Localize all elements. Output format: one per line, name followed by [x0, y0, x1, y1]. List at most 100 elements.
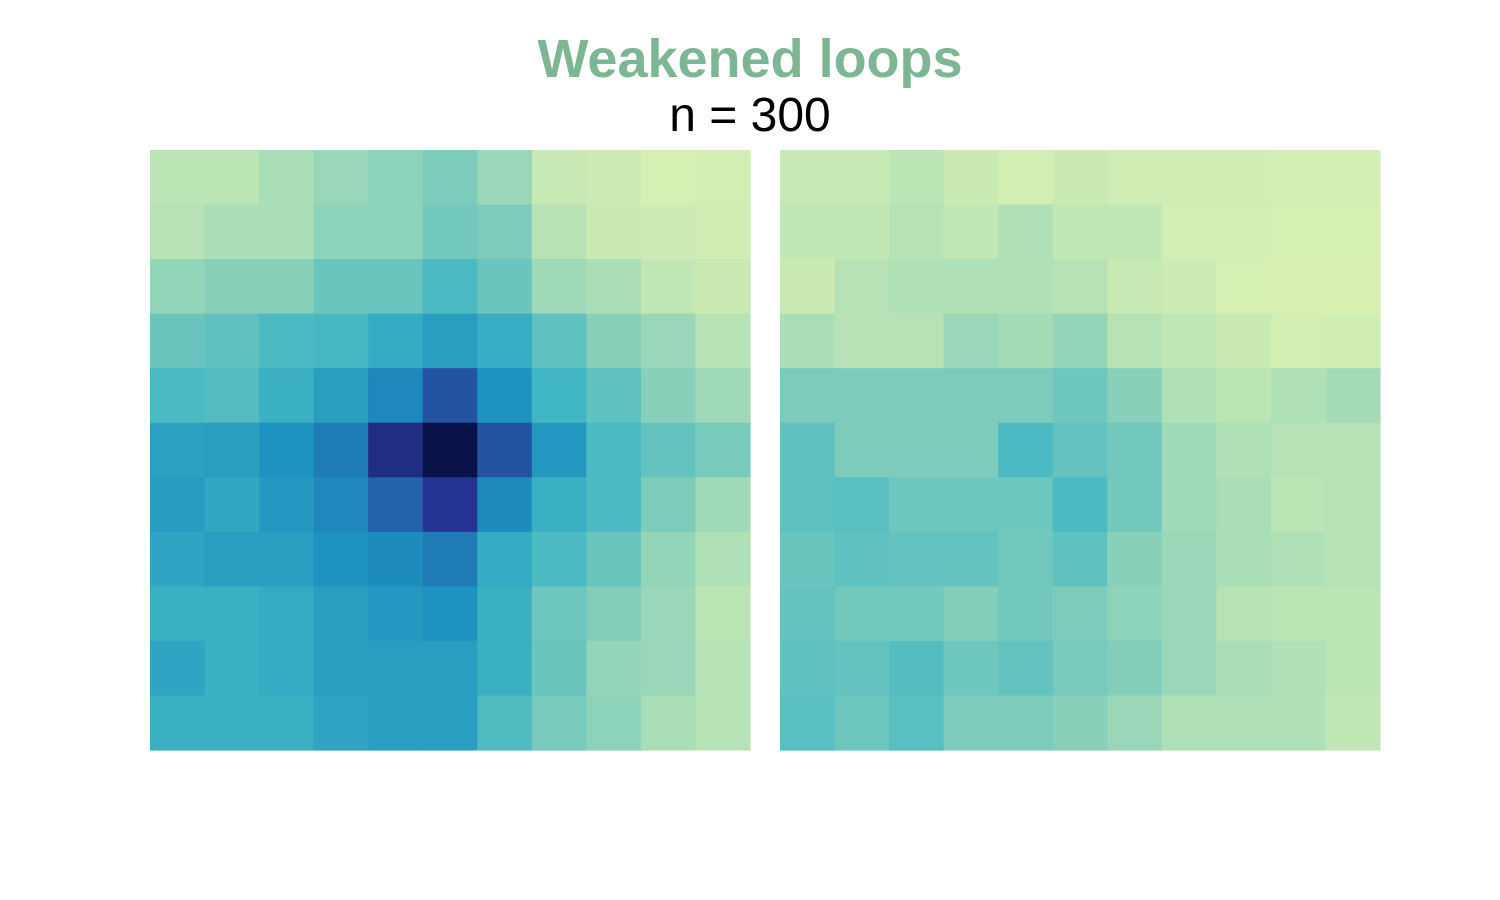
heatmap-cell	[780, 640, 836, 697]
heatmap-cell	[889, 259, 945, 315]
heatmap-cell	[780, 313, 836, 369]
heatmap-cell	[313, 586, 369, 642]
heatmap-cell	[1161, 259, 1217, 315]
heatmap-cell	[640, 150, 697, 206]
heatmap-cell	[422, 422, 478, 478]
heatmap-cell	[695, 531, 751, 587]
heatmap-cell	[780, 477, 836, 533]
heatmap-cell	[531, 640, 587, 697]
heatmap-cell	[313, 313, 369, 369]
heatmap-cell	[313, 150, 369, 206]
heatmap-cell	[477, 313, 533, 369]
heatmap-cell	[1216, 477, 1272, 533]
heatmap-cell	[477, 422, 533, 478]
heatmap-cell	[259, 586, 315, 642]
heatmap-cell	[1270, 477, 1327, 533]
heatmap-cell	[640, 368, 697, 424]
heatmap-cell	[259, 204, 315, 260]
heatmap-cell	[780, 422, 836, 478]
heatmap-cell	[204, 695, 260, 751]
heatmap-cell	[150, 477, 206, 533]
heatmap-cell	[313, 422, 369, 478]
heatmap-cell	[943, 477, 999, 533]
heatmap-cell	[422, 368, 478, 424]
heatmap-cell	[1052, 150, 1108, 206]
heatmap-cell	[586, 531, 642, 587]
heatmap-cell	[586, 259, 642, 315]
heatmap-cell	[1161, 313, 1217, 369]
heatmap-cell	[1216, 695, 1272, 751]
heatmap-cell	[1325, 150, 1381, 206]
heatmap-cell	[640, 422, 697, 478]
heatmap-cell	[1325, 531, 1381, 587]
heatmap-cell	[586, 640, 642, 697]
heatmap-cell	[998, 368, 1054, 424]
heatmap-cell	[586, 313, 642, 369]
heatmap-cell	[1325, 259, 1381, 315]
heatmap-cell	[259, 259, 315, 315]
heatmap-cell	[943, 586, 999, 642]
heatmap-cell	[943, 313, 999, 369]
heatmap-cell	[150, 313, 206, 369]
heatmap-cell	[422, 640, 478, 697]
heatmap-cell	[780, 259, 836, 315]
heatmap-cell	[889, 531, 945, 587]
heatmap-cell	[1052, 313, 1108, 369]
heatmap-cell	[1325, 477, 1381, 533]
chart-subtitle: n = 300	[669, 89, 831, 142]
heatmap-cell	[640, 313, 697, 369]
heatmap-cell	[313, 204, 369, 260]
heatmap-cell	[150, 422, 206, 478]
heatmap-cell	[889, 640, 945, 697]
heatmap-cell	[834, 259, 890, 315]
heatmap-cell	[1161, 477, 1217, 533]
heatmap-cell	[1161, 422, 1217, 478]
heatmap-cell	[531, 422, 587, 478]
heatmap-cell	[1161, 695, 1217, 751]
heatmap-cell	[1107, 586, 1163, 642]
heatmap-cell	[1270, 150, 1327, 206]
heatmap-cell	[477, 368, 533, 424]
heatmap-cell	[477, 204, 533, 260]
heatmap-cell	[1270, 586, 1327, 642]
heatmap-cell	[1107, 204, 1163, 260]
heatmap-cell	[834, 368, 890, 424]
heatmap-cell	[313, 695, 369, 751]
heatmap-cell	[889, 150, 945, 206]
heatmap-cell	[834, 422, 890, 478]
heatmap-cell	[204, 368, 260, 424]
heatmap-cell	[1161, 586, 1217, 642]
heatmap-cell	[695, 313, 751, 369]
heatmap-cell	[477, 477, 533, 533]
heatmap-cell	[695, 640, 751, 697]
heatmap-cell	[531, 150, 587, 206]
heatmap-cell	[889, 422, 945, 478]
heatmap-cell	[1107, 531, 1163, 587]
heatmap-cell	[586, 150, 642, 206]
heatmap-cell	[943, 368, 999, 424]
heatmap-cell	[259, 477, 315, 533]
heatmap-cell	[259, 695, 315, 751]
heatmap-cell	[150, 695, 206, 751]
heatmap-cell	[259, 422, 315, 478]
heatmap-cell	[780, 368, 836, 424]
heatmap-cell	[1216, 368, 1272, 424]
heatmap-cell	[531, 313, 587, 369]
heatmap-cell	[695, 368, 751, 424]
heatmap-cell	[368, 422, 424, 478]
heatmap-cell	[422, 204, 478, 260]
heatmap-cell	[586, 368, 642, 424]
heatmap-cell	[1216, 150, 1272, 206]
heatmap-cell	[204, 204, 260, 260]
heatmap-cell	[422, 586, 478, 642]
heatmap-cell	[586, 422, 642, 478]
heatmap-cell	[1216, 422, 1272, 478]
heatmap-cell	[1107, 422, 1163, 478]
heatmap-cell	[834, 477, 890, 533]
heatmap-cell	[531, 531, 587, 587]
heatmap-cell	[1052, 531, 1108, 587]
heatmap-cell	[889, 204, 945, 260]
heatmap-cell	[1325, 422, 1381, 478]
heatmap-cell	[1325, 640, 1381, 697]
heatmap-cell	[477, 531, 533, 587]
